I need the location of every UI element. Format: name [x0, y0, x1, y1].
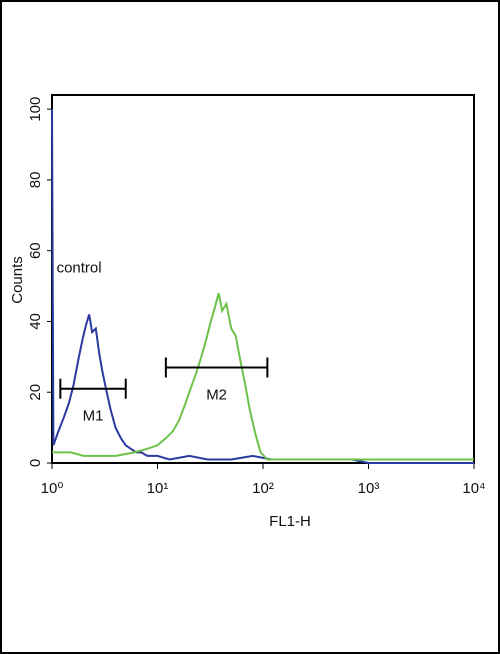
annotation: control [57, 259, 102, 276]
plot-area [51, 94, 475, 464]
x-tick-label: 10⁰ [41, 480, 64, 497]
x-tick-label: 10¹ [147, 480, 169, 497]
x-tick-label: 10² [252, 480, 274, 497]
y-tick-label: 60 [27, 242, 44, 259]
gate-label: M2 [206, 386, 227, 403]
series-line [51, 109, 474, 464]
y-tick-label: 100 [27, 97, 44, 122]
x-tick-label: 10⁴ [462, 480, 485, 497]
series-line [52, 292, 474, 461]
x-tick-label: 10³ [358, 480, 380, 497]
y-axis-label: Counts [9, 256, 26, 304]
y-tick-label: 20 [27, 384, 44, 401]
y-tick-label: 0 [27, 459, 44, 467]
x-axis-label: FL1-H [269, 513, 311, 530]
y-tick-label: 40 [27, 313, 44, 330]
y-tick-label: 80 [27, 172, 44, 189]
gate-label: M1 [83, 408, 104, 425]
